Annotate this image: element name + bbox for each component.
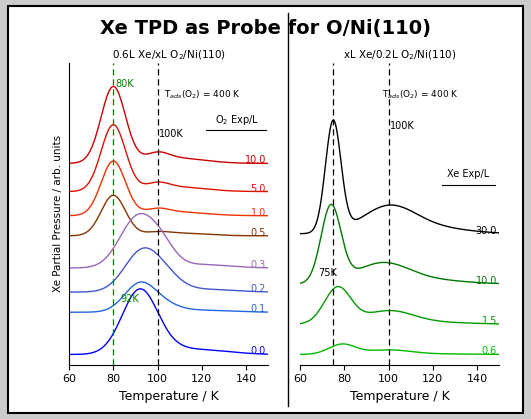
Text: 10.0: 10.0: [476, 276, 497, 286]
Text: 100K: 100K: [159, 129, 184, 139]
Title: xL Xe/0.2L O$_2$/Ni(110): xL Xe/0.2L O$_2$/Ni(110): [343, 49, 456, 62]
Text: 0.3: 0.3: [251, 260, 266, 270]
Text: 0.1: 0.1: [251, 304, 266, 314]
Y-axis label: Xe Partial Pressure / arb. units: Xe Partial Pressure / arb. units: [54, 135, 64, 292]
Text: 100K: 100K: [390, 121, 415, 131]
Text: T$_{ads}$(O$_2$) = 400 K: T$_{ads}$(O$_2$) = 400 K: [382, 88, 459, 101]
Text: 0.2: 0.2: [251, 284, 266, 294]
Text: 1.0: 1.0: [251, 208, 266, 218]
Text: 0.6: 0.6: [482, 347, 497, 357]
X-axis label: Temperature / K: Temperature / K: [119, 390, 218, 403]
Text: 80K: 80K: [115, 79, 134, 89]
Text: 30.0: 30.0: [476, 226, 497, 236]
Text: 0.5: 0.5: [251, 228, 266, 238]
Text: Xe TPD as Probe for O/Ni(110): Xe TPD as Probe for O/Ni(110): [100, 19, 431, 38]
Text: 0.0: 0.0: [251, 347, 266, 357]
Text: 10.0: 10.0: [245, 155, 266, 166]
Text: T$_{ads}$(O$_2$) = 400 K: T$_{ads}$(O$_2$) = 400 K: [164, 88, 241, 101]
Text: 75K: 75K: [318, 268, 337, 278]
Text: 5.0: 5.0: [251, 184, 266, 194]
Title: 0.6L Xe/xL O$_2$/Ni(110): 0.6L Xe/xL O$_2$/Ni(110): [112, 49, 226, 62]
Text: 1.5: 1.5: [482, 316, 497, 326]
X-axis label: Temperature / K: Temperature / K: [350, 390, 449, 403]
Text: 92K: 92K: [120, 294, 139, 304]
Text: Xe Exp/L: Xe Exp/L: [447, 170, 489, 179]
Text: O$_2$ Exp/L: O$_2$ Exp/L: [215, 113, 259, 127]
